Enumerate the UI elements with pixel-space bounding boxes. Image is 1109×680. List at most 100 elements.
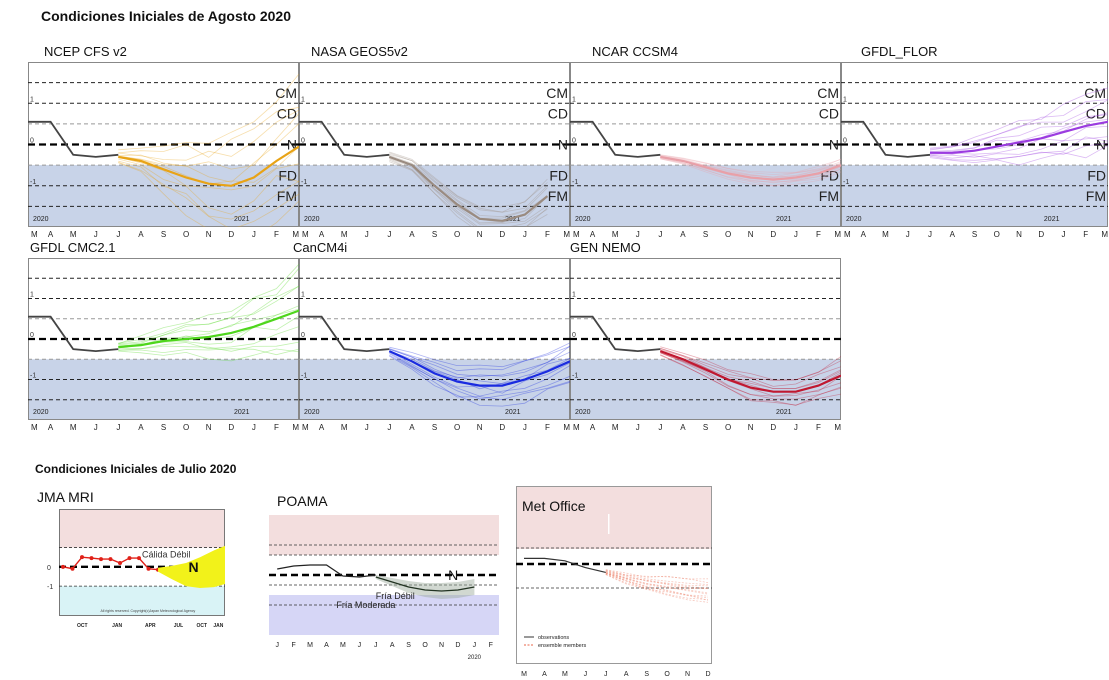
y-tick-label: 0 [30, 332, 34, 339]
ensemble-member [389, 151, 548, 208]
category-label-fd: FD [549, 167, 568, 183]
x-tick-label: A [48, 230, 54, 239]
x-tick-label: J [94, 230, 98, 239]
x-tick-label: F [816, 423, 821, 432]
x-tick-label: A [590, 423, 596, 432]
ensemble-member [118, 161, 299, 227]
x-tick-label: N [748, 230, 754, 239]
x-tick-label: N [685, 671, 690, 678]
observed-point [118, 560, 122, 565]
year-label: 2020 [33, 216, 49, 223]
ensemble-member [660, 347, 841, 382]
observed-point [89, 556, 94, 561]
x-tick-label: A [590, 230, 596, 239]
x-tick-label: A [680, 230, 686, 239]
x-tick-label: O [454, 230, 460, 239]
y-tick-label: 1 [572, 292, 576, 299]
cold-category-band [299, 359, 570, 420]
cold-band [59, 586, 225, 615]
ensemble-member [118, 285, 299, 346]
ensemble-member [660, 158, 841, 187]
ensemble-member [118, 348, 299, 362]
x-tick-label: M [612, 230, 619, 239]
y-tick-label: 1 [572, 96, 576, 103]
x-tick-label: O [183, 423, 189, 432]
x-tick-label: A [390, 642, 395, 649]
category-label-fm: FM [1086, 188, 1106, 204]
x-tick-label: D [228, 423, 234, 432]
x-tick-label: J [658, 230, 662, 239]
x-tick-label: A [324, 642, 329, 649]
x-tick-label: O [422, 642, 428, 649]
ensemble-member [389, 159, 548, 227]
x-tick-label: N [206, 423, 212, 432]
warm-band [517, 487, 711, 549]
y-tick-label: 0 [301, 138, 305, 145]
year-label: 2020 [304, 409, 320, 416]
panel-ncar-ccsm4: NCAR CCSM4 1 0 -1 CM CD N F D FM 2020 2021 M A M J J A S… [570, 44, 841, 239]
ensemble-member [660, 346, 841, 381]
x-tick-label: O [725, 423, 731, 432]
heading-julio: Condiciones Iniciales de Julio 2020 [35, 462, 237, 476]
year-label: 2021 [776, 216, 792, 223]
forecast-plume [375, 575, 475, 599]
panel-title: CanCM4i [293, 240, 348, 255]
ensemble-member [389, 348, 570, 379]
x-tick-label: F [292, 642, 296, 649]
ensemble-member [118, 267, 299, 344]
ensemble-member [389, 161, 548, 227]
ensemble-member [660, 352, 841, 397]
panel-gfdl-cmc2-1: GFDL CMC2.1 1 0 -1 2020 2021 M A M J J A S O N D J F M [28, 240, 299, 432]
ensemble-member [660, 154, 841, 176]
y-tick-label: -1 [572, 373, 578, 380]
ensemble-member [660, 157, 841, 183]
year-label: 2020 [575, 409, 591, 416]
category-label-cd: CD [277, 106, 297, 122]
observed-point [127, 556, 132, 561]
x-tick-label: J [387, 230, 391, 239]
ensemble-member [389, 158, 548, 227]
cold-category-band [28, 165, 299, 227]
x-tick-label: A [138, 230, 144, 239]
year-label: 2020 [575, 216, 591, 223]
ensemble-group [118, 73, 299, 227]
x-tick-label: J [116, 230, 120, 239]
ensemble-member [389, 153, 548, 213]
chart-cancm4i: 1 0 -1 2020 2021 [299, 258, 570, 420]
chart-gen-nemo: 1 0 -1 2020 2021 [570, 258, 841, 420]
ensemble-member [118, 326, 299, 350]
ensemble-member [389, 355, 570, 407]
x-tick-label: N [748, 423, 754, 432]
y-tick-label: -1 [572, 179, 578, 186]
x-tick-label: J [387, 423, 391, 432]
ensemble-member [660, 352, 841, 400]
x-tick-label: J [374, 642, 378, 649]
ensemble-member [660, 158, 841, 184]
ensemble-mean-line [388, 155, 549, 222]
x-tick-label: M [612, 423, 619, 432]
year-label: 2020 [846, 216, 862, 223]
x-tick-label: N [206, 230, 212, 239]
ensemble-member [389, 345, 570, 377]
ensemble-mean-line [118, 309, 299, 349]
x-tick-label: O [725, 230, 731, 239]
category-label-fm: FM [819, 188, 839, 204]
ensemble-member [605, 572, 709, 597]
ensemble-member [118, 109, 299, 161]
x-tick-label: J [365, 230, 369, 239]
x-tick-label: OCT [77, 623, 88, 629]
x-tick-label: J [252, 230, 256, 239]
cold-category-band [841, 165, 1108, 227]
x-tick-label: N [477, 230, 483, 239]
x-tick-label: S [703, 230, 708, 239]
x-tick-label: S [644, 671, 649, 678]
ensemble-mean-line [375, 576, 475, 592]
x-tick-label: D [228, 230, 234, 239]
x-tick-label: J [116, 423, 120, 432]
panel-title: GEN NEMO [570, 240, 641, 255]
